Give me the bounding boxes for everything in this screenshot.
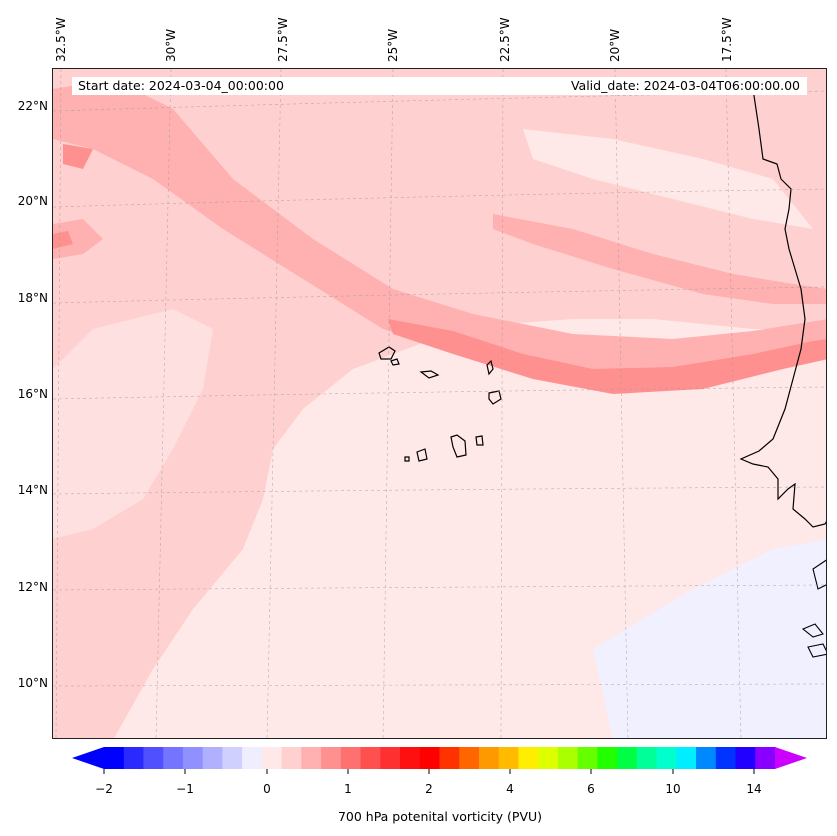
colorbar-cell [617,747,638,769]
cb-tick-label: −1 [176,782,194,796]
colorbar-cell [360,747,381,769]
graticule [53,69,826,738]
colorbar-cell [143,747,164,769]
colorbar-cell [755,747,776,769]
lon-label-20w: 20°W [608,28,622,62]
colorbar-cell [518,747,539,769]
cb-tick-label: 4 [506,782,514,796]
colorbar-cell [656,747,677,769]
colorbar-cell [538,747,559,769]
colorbar-extend-low [72,747,104,769]
date-info-bar: Start date: 2024-03-04_00:00:00 Valid_da… [72,77,807,95]
colorbar-cell [123,747,144,769]
colorbar-cell [202,747,223,769]
colorbar-cell [597,747,618,769]
lat-label-22n: 22°N [17,99,48,113]
colorbar-cell [498,747,519,769]
colorbar-cell [163,747,184,769]
field-pv-core-nw [63,144,93,169]
coastal-islands [801,559,826,658]
pv-contour-map [53,69,826,738]
lat-label-20n: 20°N [17,194,48,208]
cb-tick-label: −2 [95,782,113,796]
lon-label-22-5w: 22.5°W [498,17,512,62]
africa-coastline [739,88,826,528]
colorbar-cell [577,747,598,769]
field-low-pv-southeast [593,539,826,738]
colorbar-cell [104,747,125,769]
lat-label-12n: 12°N [17,580,48,594]
lat-label-18n: 18°N [17,291,48,305]
lon-label-17-5w: 17.5°W [720,17,734,62]
lat-label-14n: 14°N [17,483,48,497]
colorbar-cell [242,747,263,769]
lon-label-30w: 30°W [164,28,178,62]
valid-date-text: Valid_date: 2024-03-04T06:00:00.00 [570,78,800,93]
colorbar-cell [419,747,440,769]
colorbar-cell [735,747,756,769]
colorbar-cell [281,747,302,769]
map-panel [52,68,827,739]
colorbar-cells [104,747,776,769]
field-pv-northeast-light [523,129,813,229]
lon-label-25w: 25°W [386,28,400,62]
colorbar-cell [380,747,401,769]
colorbar-cell [636,747,658,769]
lon-label-27-5w: 27.5°W [276,17,290,62]
colorbar-cell [261,747,283,769]
colorbar-cell [222,747,243,769]
cb-tick-label: 14 [746,782,762,796]
field-pv-core-west [53,231,73,249]
field-pv-band-2b [493,214,826,304]
colorbar-cell [400,747,421,769]
colorbar-cell [182,747,204,769]
cb-tick-label: 2 [425,782,433,796]
colorbar-cell [676,747,697,769]
cb-tick-label: 10 [665,782,681,796]
field-pv-patch-west [53,219,103,259]
colorbar-extend-high [775,747,807,769]
colorbar-cell [557,747,579,769]
field-pv-band-3 [388,319,826,394]
lat-label-16n: 16°N [17,387,48,401]
lon-label-32-5w: 32.5°W [54,17,68,62]
start-date-text: Start date: 2024-03-04_00:00:00 [78,78,284,93]
lat-label-10n: 10°N [17,676,48,690]
colorbar-cell [459,747,480,769]
colorbar-cell [696,747,717,769]
colorbar-cell [715,747,737,769]
colorbar-label: 700 hPa potenital vorticity (PVU) [337,809,543,824]
cb-tick-label: 1 [344,782,352,796]
colorbar-cell [439,747,460,769]
cb-tick-label: 0 [263,782,271,796]
colorbar-cell [340,747,362,769]
field-pv-west-light [53,309,213,539]
field-pv-band-2 [53,79,826,379]
colorbar-cell [478,747,500,769]
colorbar-tick-marks [103,769,755,774]
colorbar-cell [301,747,322,769]
cb-tick-label: 6 [587,782,595,796]
colorbar-cell [321,747,342,769]
